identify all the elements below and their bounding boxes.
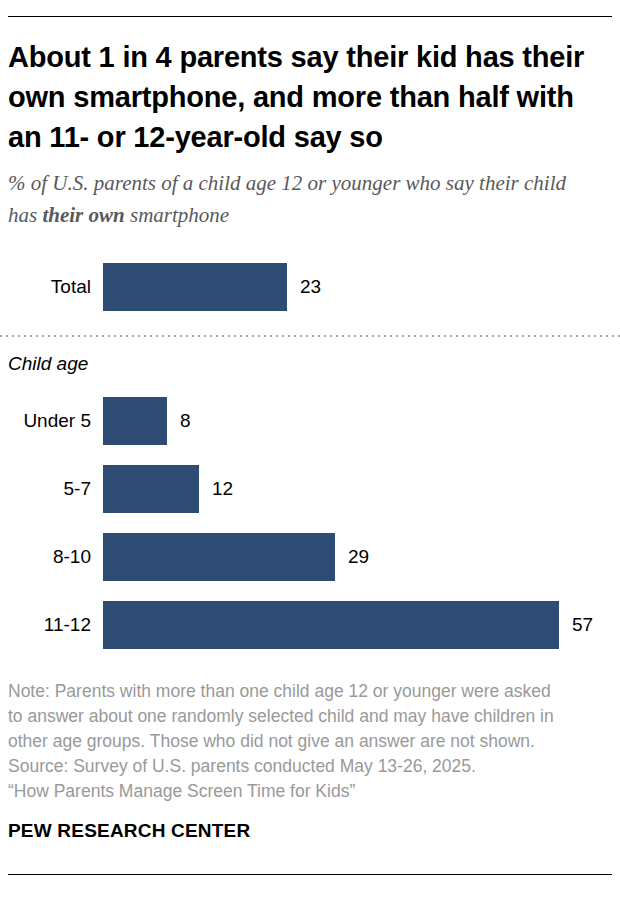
bar-row-total: Total 23 [0,263,620,311]
category-label-11-12: 11-12 [0,614,103,636]
chart-subtitle: % of U.S. parents of a child age 12 or y… [8,167,568,231]
value-label-5-7: 12 [212,478,233,500]
report-title: “How Parents Manage Screen Time for Kids… [8,779,612,804]
source-text: Source: Survey of U.S. parents conducted… [8,754,612,779]
bar-8-10 [103,533,335,581]
bar-5-7 [103,465,199,513]
bar-11-12 [103,601,559,649]
category-label-total: Total [0,276,103,298]
child-age-rows: Under 5 8 5-7 12 8-10 29 11-12 57 [0,397,620,649]
category-label-5-7: 5-7 [0,478,103,500]
value-label-total: 23 [300,276,321,298]
bottom-rule [8,874,612,875]
bar-chart: Total 23 Child age Under 5 8 5-7 12 8-10… [0,263,620,649]
bar-row-8-10: 8-10 29 [0,533,620,581]
bar-total [103,263,287,311]
footnotes: Note: Parents with more than one child a… [8,679,612,804]
value-label-under-5: 8 [180,410,191,432]
bar-row-5-7: 5-7 12 [0,465,620,513]
subtitle-bold-phrase: their own [42,203,124,227]
value-label-11-12: 57 [572,614,593,636]
dotted-separator [0,335,620,337]
category-label-under-5: Under 5 [0,410,103,432]
note-text: Note: Parents with more than one child a… [8,679,558,754]
top-rule [8,16,612,17]
chart-title: About 1 in 4 parents say their kid has t… [8,37,612,157]
bar-under-5 [103,397,167,445]
pew-research-center-wordmark: PEW RESEARCH CENTER [8,820,612,842]
group-label-child-age: Child age [8,353,612,375]
bar-row-under-5: Under 5 8 [0,397,620,445]
subtitle-suffix: smartphone [125,203,229,227]
category-label-8-10: 8-10 [0,546,103,568]
value-label-8-10: 29 [348,546,369,568]
bar-row-11-12: 11-12 57 [0,601,620,649]
